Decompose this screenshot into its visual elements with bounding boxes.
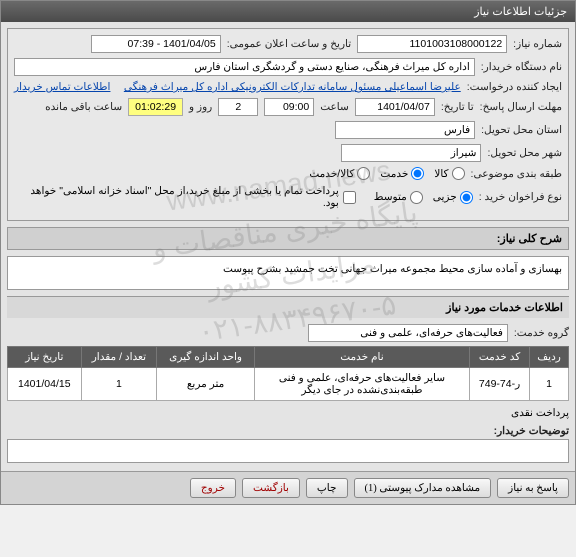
type-radios: جزیی متوسط [374, 191, 473, 204]
table-row: 1 ر-74-749 سایر فعالیت‌های حرفه‌ای، علمی… [8, 368, 569, 401]
col-qty: تعداد / مقدار [81, 347, 157, 368]
province-label: استان محل تحویل: [481, 124, 562, 136]
buyer-notes-label: توضیحات خریدار: [494, 425, 569, 437]
contact-link[interactable]: اطلاعات تماس خریدار [14, 81, 110, 93]
buyer-notes: توضیحات خریدار: [7, 425, 569, 463]
payment-checkbox[interactable] [343, 191, 356, 204]
radio-goods[interactable]: کالا [434, 167, 464, 180]
back-button[interactable]: بازگشت [242, 478, 300, 498]
cell-row: 1 [530, 368, 569, 401]
cell-code: ر-74-749 [469, 368, 529, 401]
cell-name: سایر فعالیت‌های حرفه‌ای، علمی و فنی طبقه… [254, 368, 469, 401]
buyer-notes-box [7, 439, 569, 463]
type-label: نوع فراخوان خرید : [479, 191, 562, 203]
payment-checkbox-line: پرداخت تمام یا بخشی از مبلغ خرید،از محل … [14, 185, 356, 209]
city-label: شهر محل تحویل: [487, 147, 562, 159]
details-window: جزئیات اطلاعات نیاز شماره نیاز: 11010031… [0, 0, 576, 505]
services-header: اطلاعات خدمات مورد نیاز [7, 296, 569, 318]
col-name: نام خدمت [254, 347, 469, 368]
category-radios: کالا خدمت کالا/خدمت [309, 167, 464, 180]
creator-link[interactable]: علیرضا اسماعیلی مسئول سامانه تدارکات الک… [124, 81, 461, 93]
payment-note: پرداخت تمام یا بخشی از مبلغ خرید،از محل … [14, 185, 339, 209]
deadline-time-field: 09:00 [264, 98, 314, 116]
col-date: تاریخ نیاز [8, 347, 82, 368]
group-field: فعالیت‌های حرفه‌ای، علمی و فنی [308, 324, 508, 342]
deadline-date-field: 1401/04/07 [355, 98, 435, 116]
col-code: کد خدمت [469, 347, 529, 368]
radio-medium-input[interactable] [410, 191, 423, 204]
days-label: روز و [189, 101, 212, 113]
creator-label: ایجاد کننده درخواست: [467, 81, 562, 93]
footer-buttons: پاسخ به نیاز مشاهده مدارک پیوستی (1) چاپ… [1, 471, 575, 504]
buyer-label: نام دستگاه خریدار: [481, 61, 562, 73]
group-label: گروه خدمت: [514, 327, 569, 339]
desc-header: شرح کلی نیاز: [7, 227, 569, 250]
radio-service[interactable]: خدمت [380, 167, 424, 180]
radio-small-input[interactable] [460, 191, 473, 204]
services-table: ردیف کد خدمت نام خدمت واحد اندازه گیری ت… [7, 346, 569, 401]
col-unit: واحد اندازه گیری [157, 347, 255, 368]
table-header-row: ردیف کد خدمت نام خدمت واحد اندازه گیری ت… [8, 347, 569, 368]
attachments-button[interactable]: مشاهده مدارک پیوستی (1) [354, 478, 492, 498]
window-title: جزئیات اطلاعات نیاز [474, 6, 567, 18]
province-field: فارس [335, 121, 475, 139]
radio-medium[interactable]: متوسط [374, 191, 423, 204]
cell-qty: 1 [81, 368, 157, 401]
days-field: 2 [218, 98, 258, 116]
buyer-field: اداره کل میراث فرهنگی، صنایع دستی و گردش… [14, 58, 475, 76]
cell-date: 1401/04/15 [8, 368, 82, 401]
category-label: طبقه بندی موضوعی: [471, 168, 562, 180]
city-field: شیراز [341, 144, 481, 162]
col-row: ردیف [530, 347, 569, 368]
need-no-field: 1101003108000122 [357, 35, 507, 53]
radio-both[interactable]: کالا/خدمت [309, 167, 370, 180]
info-panel: شماره نیاز: 1101003108000122 تاریخ و ساع… [7, 28, 569, 221]
countdown-timer: 01:02:29 [128, 98, 183, 116]
remain-label: ساعت باقی مانده [45, 101, 122, 113]
radio-both-input[interactable] [357, 167, 370, 180]
desc-box: بهسازی و آماده سازی محیط مجموعه میراث جه… [7, 256, 569, 290]
time-label: ساعت [320, 101, 349, 113]
until-label: تا تاریخ: [441, 101, 474, 113]
window-titlebar: جزئیات اطلاعات نیاز [1, 1, 575, 22]
radio-small[interactable]: جزیی [433, 191, 473, 204]
announce-label: تاریخ و ساعت اعلان عمومی: [227, 38, 351, 50]
respond-button[interactable]: پاسخ به نیاز [497, 478, 569, 498]
cash-note: پرداخت نقدی [7, 407, 569, 419]
print-button[interactable]: چاپ [306, 478, 348, 498]
announce-field: 1401/04/05 - 07:39 [91, 35, 221, 53]
exit-button[interactable]: خروج [190, 478, 236, 498]
cell-unit: متر مربع [157, 368, 255, 401]
deadline-label: مهلت ارسال پاسخ: [480, 101, 562, 113]
radio-service-input[interactable] [411, 167, 424, 180]
need-no-label: شماره نیاز: [513, 38, 562, 50]
radio-goods-input[interactable] [452, 167, 465, 180]
